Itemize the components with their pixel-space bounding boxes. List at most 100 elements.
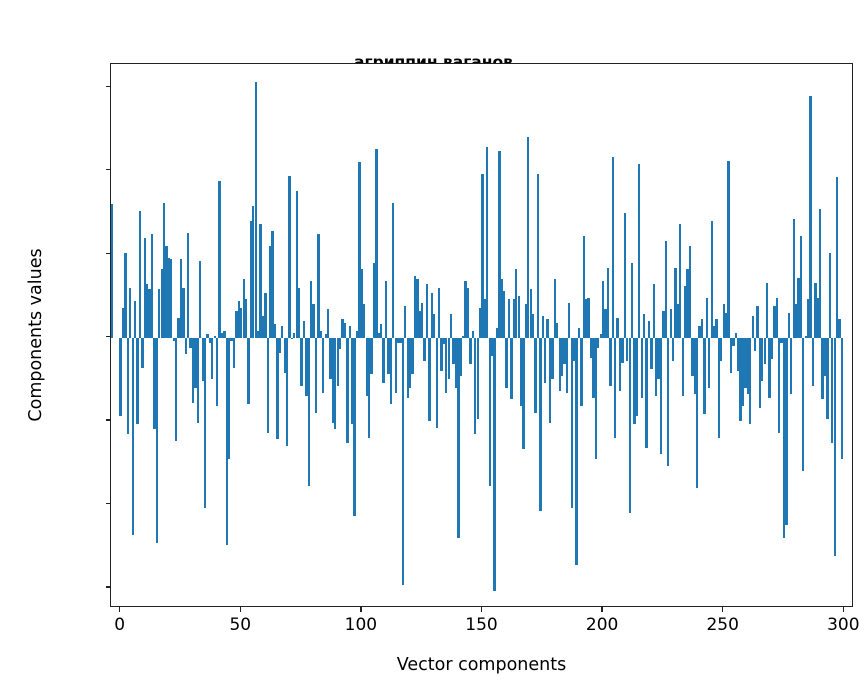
bar (519, 337, 523, 407)
bar (705, 297, 708, 338)
bar (720, 337, 723, 362)
bar (546, 319, 549, 338)
bar (252, 205, 255, 338)
bar (722, 304, 725, 338)
x-tick-mark (239, 607, 241, 612)
bar (515, 269, 518, 338)
bar (628, 337, 631, 513)
bar (534, 337, 537, 413)
bar (498, 150, 501, 338)
bar (283, 337, 286, 373)
bar (650, 337, 653, 370)
bar (290, 337, 294, 340)
bar (544, 337, 547, 383)
bar (401, 337, 405, 585)
bar (380, 324, 383, 338)
bar (551, 337, 554, 380)
bar (136, 337, 139, 425)
bar (124, 252, 127, 338)
bar (336, 337, 339, 387)
bar (314, 337, 318, 413)
bar (228, 337, 231, 460)
bar (324, 334, 327, 338)
bar (539, 337, 542, 512)
bar (505, 337, 508, 388)
bar (218, 180, 221, 338)
bar (240, 307, 243, 338)
bar (734, 332, 737, 338)
bar (111, 204, 114, 338)
bar (657, 337, 660, 380)
bar (425, 284, 429, 338)
bar (158, 289, 161, 338)
bar (710, 220, 713, 338)
bar (811, 337, 815, 387)
bar (768, 337, 771, 398)
bar (408, 337, 412, 388)
bar (435, 337, 438, 428)
bar (606, 267, 610, 338)
bar (674, 267, 677, 338)
bar (177, 317, 180, 338)
bar (220, 332, 224, 338)
bar (196, 337, 199, 423)
bar (715, 319, 718, 338)
bar (679, 224, 682, 338)
bar (174, 337, 178, 442)
x-tick-label: 100 (344, 615, 378, 635)
bar (331, 337, 335, 423)
bar (823, 337, 827, 377)
bar (816, 297, 819, 338)
bar (413, 275, 417, 338)
bar (276, 337, 279, 440)
bar (708, 337, 711, 388)
bar (727, 160, 730, 338)
bar (317, 234, 320, 338)
bar (143, 237, 146, 338)
bar (686, 269, 689, 338)
bar (341, 319, 344, 338)
bar (454, 337, 458, 388)
bar (756, 305, 759, 338)
bar (322, 337, 325, 393)
bar (640, 337, 643, 398)
bar (363, 304, 366, 338)
bar (785, 337, 788, 525)
bar (592, 337, 595, 398)
bar (493, 337, 496, 592)
bar (194, 337, 197, 388)
bar (213, 336, 216, 338)
bar (737, 337, 740, 372)
bar (261, 315, 265, 338)
y-tick-mark (105, 169, 110, 171)
bar (396, 337, 400, 343)
bar (611, 157, 614, 338)
bar (387, 337, 390, 375)
bar (609, 337, 612, 387)
bar (782, 337, 786, 538)
bar (633, 337, 636, 425)
bar (517, 295, 520, 338)
bar (500, 279, 503, 338)
bar (474, 337, 477, 435)
bar (623, 212, 626, 338)
x-tick-mark (360, 607, 362, 612)
bar (807, 299, 810, 338)
bar (799, 235, 803, 338)
bar (577, 327, 581, 338)
bar (302, 320, 306, 338)
bar (471, 330, 474, 338)
bar (553, 279, 557, 338)
bar (527, 137, 530, 338)
x-tick-label: 150 (465, 615, 498, 635)
bar (671, 337, 675, 362)
bar (568, 302, 571, 338)
bar (717, 337, 721, 438)
bar (698, 325, 701, 338)
bar (560, 337, 564, 377)
bar (614, 337, 617, 438)
y-axis-label: Components values (26, 248, 46, 422)
bar (802, 337, 805, 472)
bar (821, 337, 824, 400)
